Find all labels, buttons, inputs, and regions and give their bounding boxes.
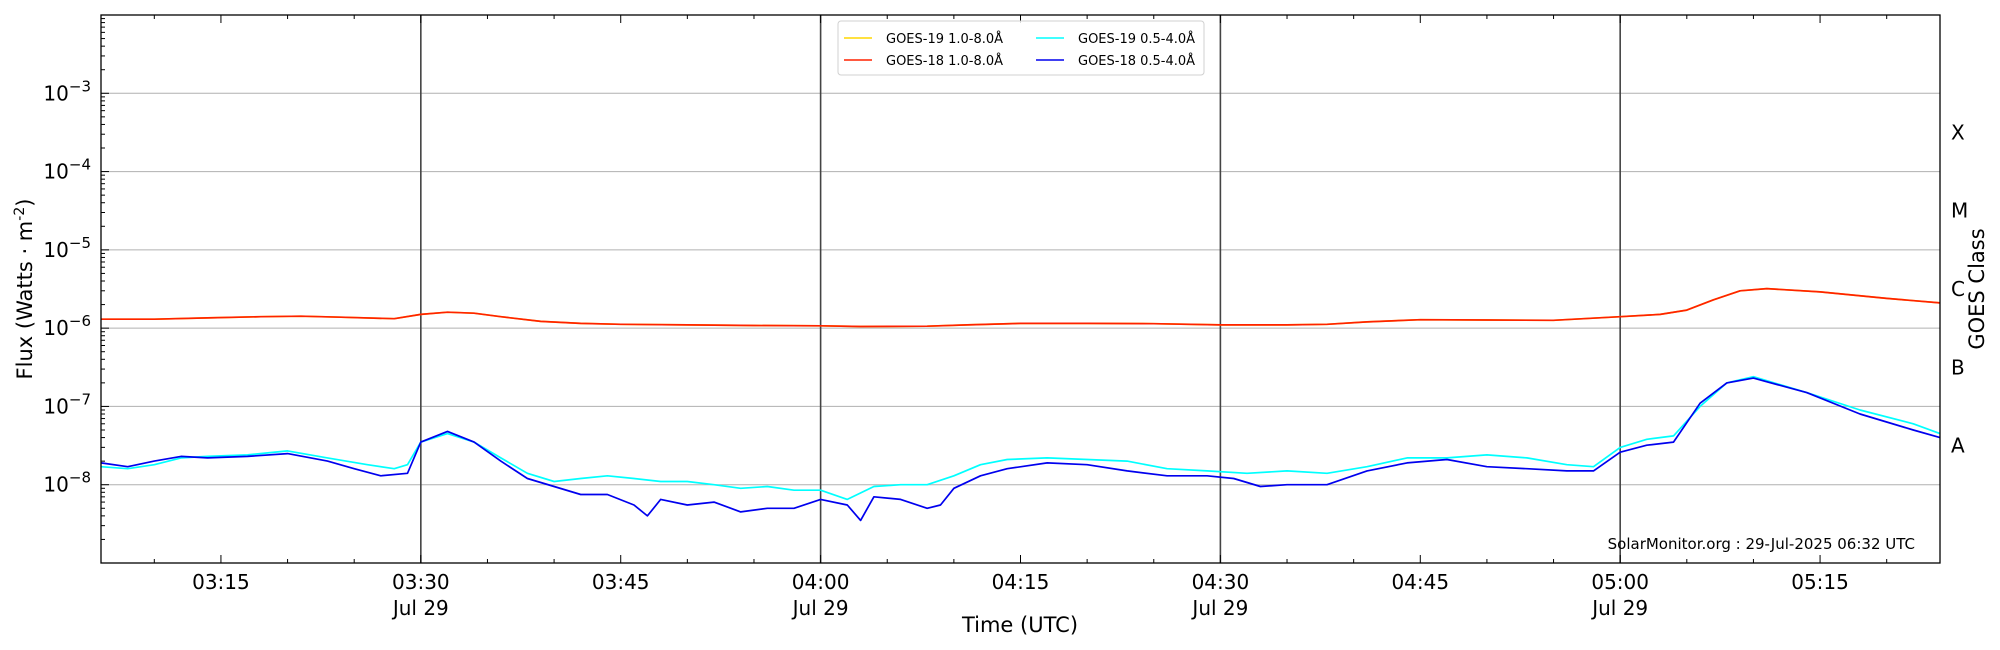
data-series: [100, 287, 1941, 522]
goes-class-c: C: [1951, 277, 1965, 301]
y-tick-label: 10−4: [43, 156, 91, 184]
y-axis-title-close: ): [13, 199, 37, 207]
x-tick-label: 04:00: [792, 570, 850, 594]
x-tick-label: 03:45: [592, 570, 650, 594]
legend-entry-label: GOES-18 0.5-4.0Å: [1078, 53, 1195, 69]
x-tick-date-label: Jul 29: [391, 596, 449, 620]
legend-entry-label: GOES-18 1.0-8.0Å: [886, 53, 1003, 69]
x-tick-label: 05:00: [1591, 570, 1649, 594]
goes-class-m: M: [1951, 199, 1968, 223]
x-tick-label: 03:30: [392, 570, 450, 594]
goes-class-labels: A B C M X: [1951, 120, 1968, 457]
y-axis-title-exp: -2: [12, 207, 28, 221]
y-tick-label: 10−7: [43, 390, 91, 418]
y-axis-title-main: Flux (Watts · m: [13, 221, 37, 380]
series-line-goes-18-1-0-8-0: [101, 287, 1941, 328]
goes-class-axis-title: GOES Class: [1965, 228, 1989, 349]
y-axis-ticks: 10−8 10−7 10−6 10−5 10−4 10−3: [43, 18, 109, 564]
legend-entry-label: GOES-19 1.0-8.0Å: [886, 31, 1003, 47]
series-line-goes-19-0-5-4-0: [100, 375, 1941, 501]
goes-class-b: B: [1951, 355, 1965, 379]
credit-annotation: SolarMonitor.org : 29-Jul-2025 06:32 UTC: [1608, 535, 1915, 553]
x-tick-label: 04:30: [1192, 570, 1250, 594]
y-axis-title: Flux (Watts · m-2): [12, 199, 37, 380]
y-tick-label: 10−3: [43, 77, 91, 105]
legend: GOES-19 1.0-8.0Å GOES-19 0.5-4.0Å GOES-18 …: [837, 20, 1205, 76]
goes-class-x: X: [1951, 120, 1965, 144]
x-tick-label: 05:15: [1791, 570, 1849, 594]
series-line-goes-18-0-5-4-0: [100, 377, 1941, 522]
legend-entry-label: GOES-19 0.5-4.0Å: [1078, 31, 1195, 47]
x-tick-date-label: Jul 29: [1190, 596, 1248, 620]
x-tick-label: 04:45: [1391, 570, 1449, 594]
goes-class-a: A: [1951, 434, 1965, 458]
x-tick-label: 04:15: [992, 570, 1050, 594]
x-tick-date-label: Jul 29: [1590, 596, 1648, 620]
legend-box: [837, 20, 1205, 76]
grid-lines: [101, 92, 1940, 486]
x-tick-date-label: Jul 29: [791, 596, 849, 620]
y-tick-label: 10−6: [43, 312, 91, 340]
x-tick-label: 03:15: [192, 570, 250, 594]
x-axis-title: Time (UTC): [961, 613, 1078, 637]
y-tick-label: 10−5: [43, 234, 91, 262]
y-tick-label: 10−8: [43, 469, 91, 497]
